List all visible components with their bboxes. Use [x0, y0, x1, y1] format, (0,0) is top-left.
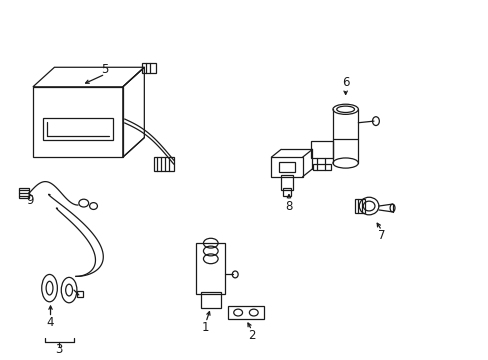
Text: 1: 1 [202, 321, 209, 334]
Text: 5: 5 [102, 63, 109, 76]
Text: 9: 9 [26, 194, 34, 207]
Text: 2: 2 [247, 329, 255, 342]
Bar [196, 243, 225, 294]
Bar [355, 199, 365, 213]
Bar [201, 292, 220, 308]
Text: 7: 7 [377, 229, 385, 242]
Bar [19, 188, 29, 198]
Bar [283, 188, 290, 196]
Bar [154, 157, 173, 171]
Bar [311, 140, 332, 158]
Bar [281, 175, 292, 190]
Text: 6: 6 [341, 76, 349, 89]
Bar [313, 164, 330, 170]
Text: 3: 3 [56, 343, 63, 356]
Text: 4: 4 [47, 316, 54, 329]
Bar [33, 87, 122, 157]
Bar [271, 157, 302, 177]
Bar [77, 291, 82, 297]
Bar [142, 63, 156, 73]
Bar [42, 118, 113, 140]
Text: 8: 8 [285, 199, 292, 212]
Bar [279, 162, 294, 172]
Bar [228, 306, 263, 319]
